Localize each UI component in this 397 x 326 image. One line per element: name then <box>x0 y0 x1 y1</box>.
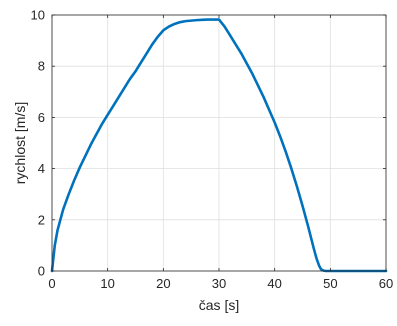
x-axis-label: čas [s] <box>199 297 239 313</box>
y-tick-label: 10 <box>31 8 45 23</box>
x-tick-label: 60 <box>379 276 393 291</box>
x-tick-label: 50 <box>323 276 337 291</box>
y-tick-label: 0 <box>38 264 45 279</box>
y-tick-label: 6 <box>38 110 45 125</box>
speed-series-line <box>50 18 388 273</box>
tick-label-layer: 0 10 20 30 40 50 60 0 2 4 6 8 10 <box>31 8 394 292</box>
x-tick-label: 20 <box>156 276 170 291</box>
x-tick-label: 0 <box>48 276 55 291</box>
y-tick-label: 2 <box>38 212 45 227</box>
tick-layer <box>51 14 387 272</box>
y-tick-label: 4 <box>38 161 45 176</box>
x-tick-label: 10 <box>100 276 114 291</box>
y-axis-label: rychlost [m/s] <box>12 102 28 184</box>
x-tick-label: 30 <box>212 276 226 291</box>
x-tick-label: 40 <box>267 276 281 291</box>
series-layer <box>50 18 388 273</box>
y-tick-label: 8 <box>38 59 45 74</box>
